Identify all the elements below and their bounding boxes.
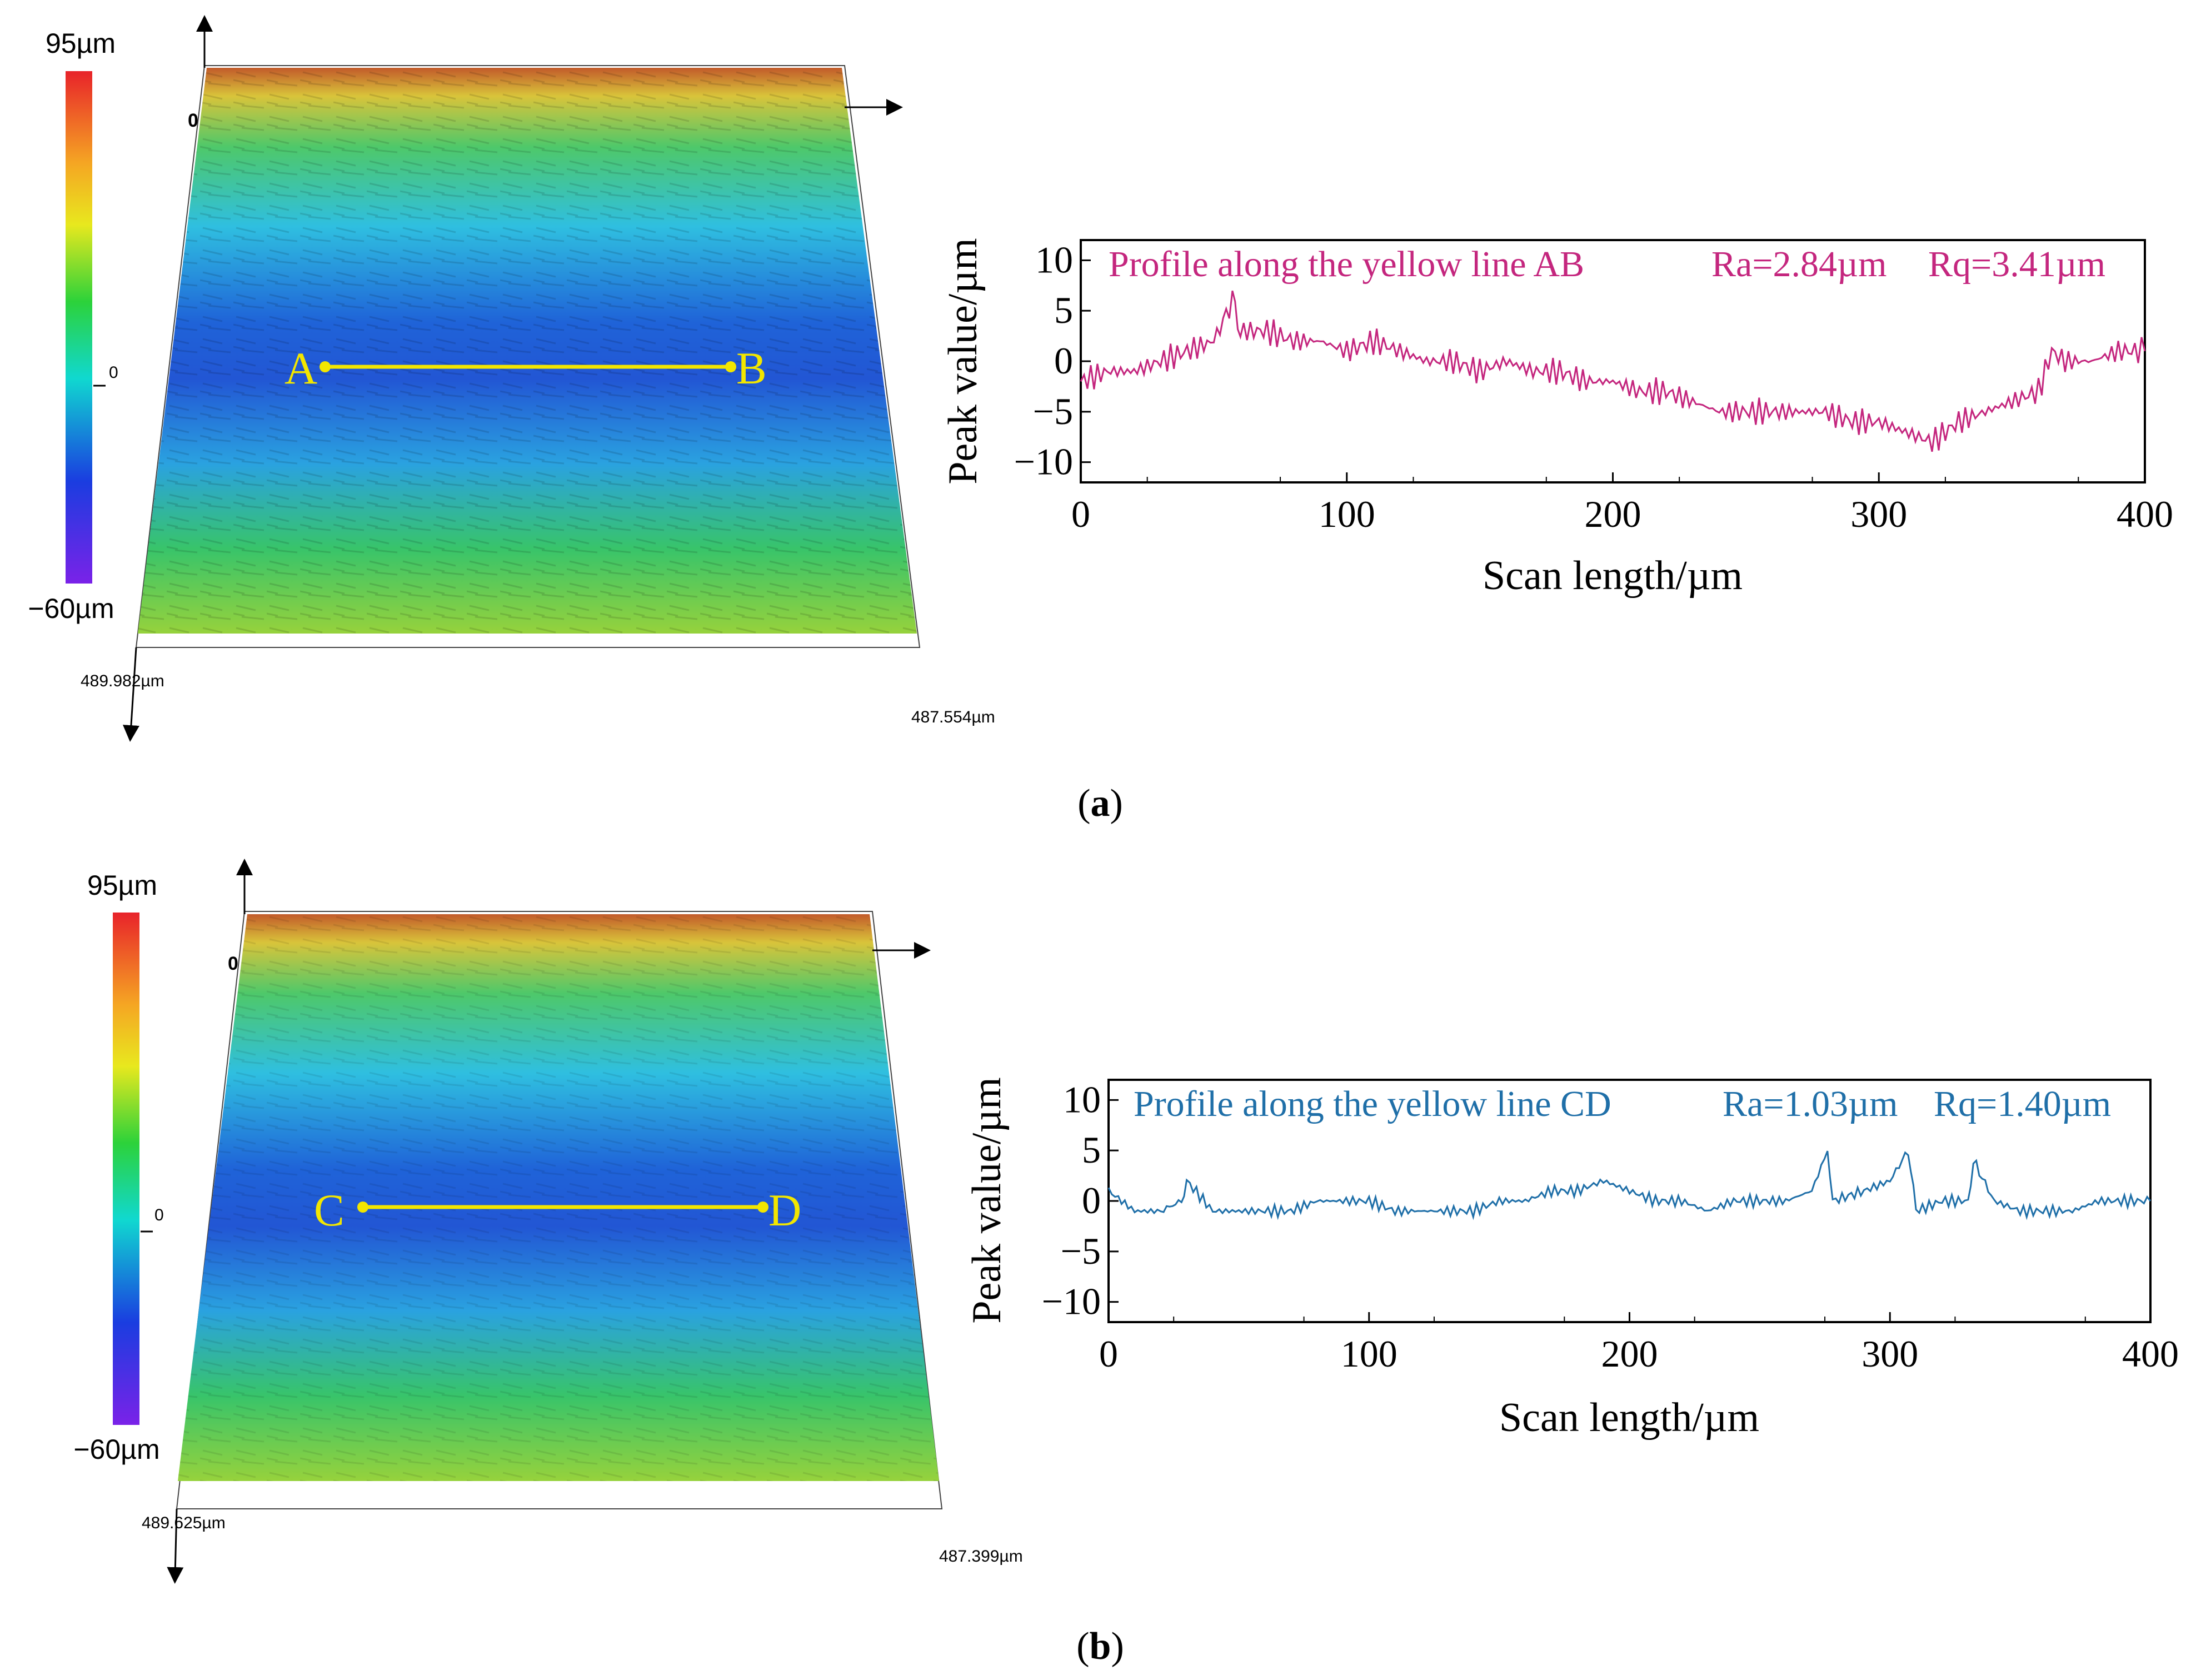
surface-a-point-start-marker bbox=[320, 361, 331, 372]
surface-a-dim-y-label: 487.554µm bbox=[911, 708, 995, 726]
profile-chart-a: 0 100 200 300 400 10 5 0 −5 −10 Profile along the… bbox=[940, 238, 2173, 599]
chart-a-xtick-label: 200 bbox=[1585, 493, 1641, 535]
colorbar-a-min-label: −60µm bbox=[28, 593, 114, 624]
panel-b: 95µm −60µm 0 0 489.625µm 487.399µm C D 0… bbox=[73, 859, 2179, 1668]
chart-a-ra-label: Ra=2.84µm bbox=[1711, 244, 1886, 285]
surface-b-point-end-label: D bbox=[768, 1185, 801, 1235]
chart-b-ytick-label: −5 bbox=[1061, 1230, 1101, 1272]
surface-a-texture bbox=[138, 68, 917, 634]
colorbar-a-mid-label: 0 bbox=[109, 363, 118, 382]
colorbar-b: 95µm −60µm 0 bbox=[73, 870, 163, 1465]
chart-a-xtick-label: 0 bbox=[1071, 493, 1090, 535]
chart-a-ytick-label: −10 bbox=[1014, 441, 1073, 483]
chart-b-tick-labels: 0 100 200 300 400 10 5 0 −5 −10 bbox=[1042, 1078, 2179, 1375]
colorbar-b-min-label: −60µm bbox=[73, 1434, 159, 1465]
chart-a-title: Profile along the yellow line AB bbox=[1109, 244, 1584, 285]
chart-b-xlabel: Scan length/µm bbox=[1499, 1395, 1759, 1440]
chart-a-tick-labels: 0 100 200 300 400 10 5 0 −5 −10 bbox=[1014, 238, 2173, 535]
colorbar-b-mid-label: 0 bbox=[154, 1206, 164, 1224]
chart-b-title: Profile along the yellow line CD bbox=[1134, 1084, 1611, 1124]
chart-b-xtick-label: 400 bbox=[2122, 1333, 2179, 1375]
chart-b-ytick-label: 10 bbox=[1063, 1078, 1101, 1120]
surface-a-point-start-label: A bbox=[285, 343, 317, 393]
surface-a-box-outline bbox=[135, 65, 921, 648]
surface-b-axis-depth bbox=[167, 1508, 184, 1584]
chart-b-xtick-label: 0 bbox=[1099, 1333, 1118, 1375]
chart-a-ytick-label: 0 bbox=[1054, 340, 1073, 382]
surface-b-dim-y-label: 487.399µm bbox=[939, 1547, 1023, 1566]
chart-a-ytick-label: 10 bbox=[1035, 238, 1073, 281]
colorbar-a-max-label: 95µm bbox=[46, 28, 116, 59]
chart-b-ytick-label: 0 bbox=[1082, 1179, 1101, 1222]
surface-b: 0 489.625µm 487.399µm C D bbox=[142, 859, 1023, 1584]
colorbar-b-gradient bbox=[113, 913, 139, 1425]
chart-a-ylabel: Peak value/µm bbox=[940, 238, 986, 484]
chart-a-xtick-label: 300 bbox=[1850, 493, 1907, 535]
chart-a-ytick-label: 5 bbox=[1054, 289, 1073, 331]
chart-b-xtick-label: 100 bbox=[1341, 1333, 1398, 1375]
chart-b-ytick-label: 5 bbox=[1082, 1129, 1101, 1171]
surface-b-dim-x-label: 489.625µm bbox=[142, 1514, 226, 1532]
surface-b-point-start-label: C bbox=[314, 1185, 345, 1235]
colorbar-a: 95µm −60µm 0 bbox=[28, 28, 118, 624]
chart-b-rq-label: Rq=1.40µm bbox=[1934, 1084, 2111, 1124]
chart-b-ticks bbox=[1107, 1099, 2152, 1322]
caption-b: (b) bbox=[1076, 1625, 1124, 1668]
chart-a-ytick-label: −5 bbox=[1033, 390, 1073, 432]
chart-a-rq-label: Rq=3.41µm bbox=[1928, 244, 2105, 285]
colorbar-b-max-label: 95µm bbox=[87, 870, 157, 901]
chart-a-xlabel: Scan length/µm bbox=[1483, 553, 1743, 599]
chart-a-xtick-label: 400 bbox=[2117, 493, 2173, 535]
profile-chart-b: 0 100 200 300 400 10 5 0 −5 −10 Profile along the… bbox=[964, 1077, 2179, 1440]
chart-a-ticks bbox=[1080, 259, 2146, 482]
surface-a: 0 489.982µm 487.554µm A B bbox=[81, 15, 995, 742]
chart-b-ytick-label: −10 bbox=[1042, 1280, 1101, 1323]
caption-b-letter: b bbox=[1090, 1625, 1111, 1668]
panel-a: 95µm −60µm 0 0 489.982µm 487.554µm A B bbox=[28, 15, 2173, 825]
surface-a-dim-x-label: 489.982µm bbox=[81, 672, 164, 690]
chart-b-series-line bbox=[1107, 1150, 2152, 1220]
surface-b-origin-label: 0 bbox=[228, 953, 238, 974]
chart-b-ylabel: Peak value/µm bbox=[964, 1077, 1010, 1323]
caption-a-letter: a bbox=[1091, 782, 1110, 825]
chart-b-xtick-label: 300 bbox=[1861, 1333, 1918, 1375]
surface-a-point-end-label: B bbox=[736, 343, 767, 393]
chart-a-xtick-label: 100 bbox=[1319, 493, 1375, 535]
surface-a-point-end-marker bbox=[725, 361, 736, 372]
surface-b-point-start-marker bbox=[357, 1202, 368, 1213]
colorbar-a-gradient bbox=[66, 71, 92, 584]
surface-a-origin-label: 0 bbox=[188, 110, 198, 131]
chart-b-xtick-label: 200 bbox=[1601, 1333, 1658, 1375]
surface-a-axis-depth bbox=[122, 647, 139, 742]
chart-b-ra-label: Ra=1.03µm bbox=[1723, 1084, 1898, 1124]
surface-b-texture bbox=[178, 914, 939, 1481]
chart-a-series-line bbox=[1080, 290, 2146, 452]
caption-a: (a) bbox=[1077, 782, 1123, 825]
surface-b-point-end-marker bbox=[757, 1202, 768, 1213]
